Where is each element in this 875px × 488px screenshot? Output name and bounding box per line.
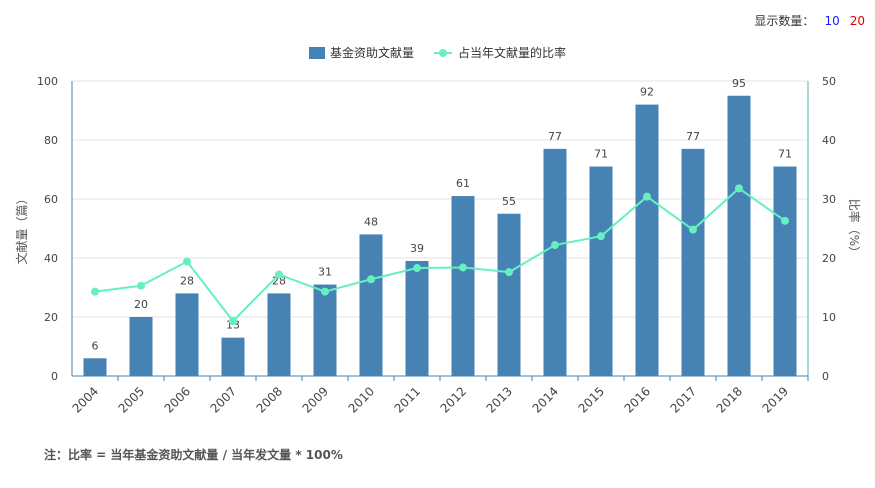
x-tick-2009: 2009 [300, 384, 331, 415]
ratio-line [94, 187, 786, 323]
ratio-point-2018[interactable] [735, 184, 743, 193]
bar-2005[interactable] [129, 317, 153, 376]
bar-2019[interactable] [773, 166, 797, 376]
chart-legend[interactable]: 基金资助文献量 占当年文献量的比率 [309, 45, 566, 60]
y-tick-60: 60 [44, 193, 58, 206]
bar-label-2018: 95 [732, 77, 746, 90]
ratio-point-2015[interactable] [597, 232, 605, 241]
bar-2006[interactable] [175, 293, 199, 376]
bar-label-2006: 28 [180, 274, 194, 287]
x-tick-2004: 2004 [70, 384, 101, 415]
display-count-option-20[interactable]: 20 [849, 13, 865, 28]
bar-label-2012: 61 [456, 177, 470, 190]
legend-bar-swatch[interactable] [309, 47, 325, 59]
x-tick-2014: 2014 [530, 384, 561, 415]
x-tick-2019: 2019 [760, 384, 791, 415]
x-tick-2012: 2012 [438, 384, 469, 415]
display-count-option-10[interactable]: 10 [824, 13, 840, 28]
y-tick-100: 100 [37, 75, 58, 88]
x-tick-2007: 2007 [208, 384, 239, 415]
bar-2012[interactable] [451, 196, 475, 376]
bar-label-2017: 77 [686, 130, 700, 143]
ratio-point-2019[interactable] [781, 216, 789, 225]
funded-literature-chart: 基金资助文献量 占当年文献量的比率 62028132831483961557771… [14, 45, 862, 416]
x-tick-2016: 2016 [622, 384, 653, 415]
display-count-label: 显示数量： [754, 14, 815, 28]
x-tick-2006: 2006 [162, 384, 193, 415]
y2-tick-50: 50 [822, 75, 836, 88]
bar-2004[interactable] [83, 358, 107, 376]
ratio-point-2009[interactable] [321, 287, 329, 296]
bar-label-2013: 55 [502, 195, 516, 208]
bar-2018[interactable] [727, 95, 751, 376]
bar-2011[interactable] [405, 260, 429, 376]
y-tick-0: 0 [51, 370, 58, 383]
bar-label-2011: 39 [410, 242, 424, 255]
bar-2010[interactable] [359, 234, 383, 376]
y2-tick-10: 10 [822, 311, 836, 324]
bar-2017[interactable] [681, 148, 705, 376]
ratio-point-2010[interactable] [367, 275, 375, 284]
ratio-point-2006[interactable] [183, 257, 191, 266]
bar-label-2019: 71 [778, 148, 792, 161]
y-tick-20: 20 [44, 311, 58, 324]
bar-label-2014: 77 [548, 130, 562, 143]
bar-label-2004: 6 [92, 339, 99, 352]
ratio-point-2013[interactable] [505, 268, 513, 277]
bar-2014[interactable] [543, 148, 567, 376]
x-tick-2008: 2008 [254, 384, 285, 415]
y2-tick-40: 40 [822, 134, 836, 147]
bar-label-2005: 20 [134, 298, 148, 311]
bar-label-2015: 71 [594, 148, 608, 161]
x-tick-2018: 2018 [714, 384, 745, 415]
ratio-point-2016[interactable] [643, 192, 651, 201]
bar-2015[interactable] [589, 166, 613, 376]
y2-tick-30: 30 [822, 193, 836, 206]
legend-line-label[interactable]: 占当年文献量的比率 [458, 45, 566, 60]
bar-label-2016: 92 [640, 86, 654, 99]
x-tick-2015: 2015 [576, 384, 607, 415]
x-tick-2010: 2010 [346, 384, 377, 415]
y2-tick-20: 20 [822, 252, 836, 265]
x-tick-2013: 2013 [484, 384, 515, 415]
y-tick-80: 80 [44, 134, 58, 147]
legend-line-marker[interactable] [439, 49, 447, 57]
ratio-point-2017[interactable] [689, 225, 697, 234]
bar-label-2010: 48 [364, 215, 378, 228]
y-axis-title: 文献量（篇） [14, 192, 29, 264]
ratio-point-2014[interactable] [551, 241, 559, 250]
ratio-point-2011[interactable] [413, 264, 421, 273]
chart-note: 注：比率 = 当年基金资助文献量 / 当年发文量 * 100% [44, 448, 343, 462]
ratio-point-2004[interactable] [91, 287, 99, 296]
y2-axis-title: 比率（%） [847, 199, 862, 258]
x-tick-2017: 2017 [668, 384, 699, 415]
y2-tick-0: 0 [822, 370, 829, 383]
x-tick-2005: 2005 [116, 384, 147, 415]
ratio-point-2005[interactable] [137, 281, 145, 290]
ratio-point-2007[interactable] [229, 317, 237, 326]
ratio-line-series [91, 184, 789, 326]
bar-label-2009: 31 [318, 266, 332, 279]
ratio-point-2008[interactable] [275, 270, 283, 279]
ratio-point-2012[interactable] [459, 263, 467, 272]
bar-2008[interactable] [267, 293, 291, 376]
display-count-selector: 显示数量： 10 20 [754, 12, 865, 29]
bar-2013[interactable] [497, 213, 521, 376]
bar-2009[interactable] [313, 284, 337, 376]
legend-bar-label[interactable]: 基金资助文献量 [330, 45, 414, 60]
y-tick-40: 40 [44, 252, 58, 265]
x-tick-2011: 2011 [392, 384, 423, 415]
bar-2007[interactable] [221, 337, 245, 376]
bar-2016[interactable] [635, 104, 659, 376]
